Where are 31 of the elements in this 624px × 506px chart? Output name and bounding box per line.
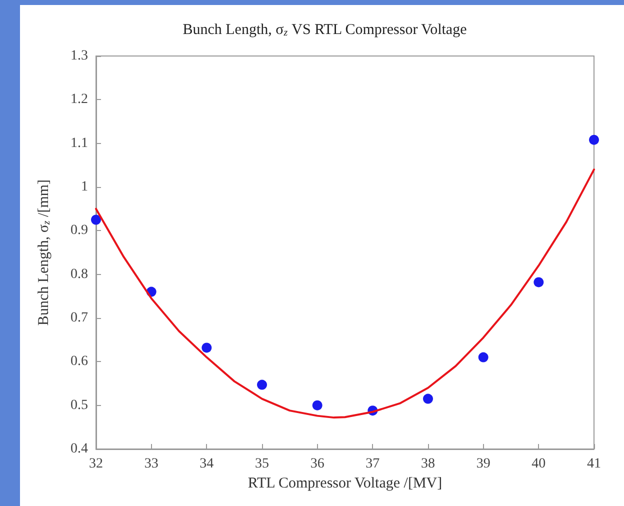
x-axis-title: RTL Compressor Voltage /[MV] [248, 475, 442, 492]
x-tick-label: 40 [532, 456, 546, 472]
x-tick-label: 32 [89, 456, 103, 472]
y-tick-label: 0.7 [70, 310, 88, 326]
y-axis-title: Bunch Length, σz /[mm] [36, 179, 52, 326]
y-tick-label: 1 [81, 180, 88, 194]
y-tick-label: 0.9 [70, 223, 88, 238]
y-tick-label: 1.1 [70, 136, 88, 151]
point [91, 214, 101, 225]
x-tick-label: 41 [587, 456, 601, 472]
point [534, 277, 544, 288]
y-tick-label: 1.3 [70, 48, 88, 64]
y-tick-label: 0.8 [70, 266, 88, 282]
y-tick-label: 0.6 [70, 354, 88, 370]
x-tick-label: 38 [421, 456, 435, 472]
x-tick-label: 36 [310, 456, 324, 472]
point [478, 352, 488, 362]
point [589, 134, 599, 145]
x-tick-label: 34 [200, 456, 214, 472]
y-tick-label: 1.2 [70, 92, 88, 108]
point [423, 394, 433, 404]
point [257, 380, 267, 390]
line-series [95, 168, 595, 419]
x-tick-label: 33 [144, 456, 158, 472]
x-tick-label: 37 [366, 456, 380, 472]
x-tick-label: 39 [476, 456, 490, 472]
x-tick-label: 35 [255, 456, 269, 472]
y-tick-label: 0.5 [70, 398, 88, 413]
point [202, 342, 212, 353]
point [312, 400, 322, 410]
y-tick-label: 0.4 [70, 442, 88, 456]
